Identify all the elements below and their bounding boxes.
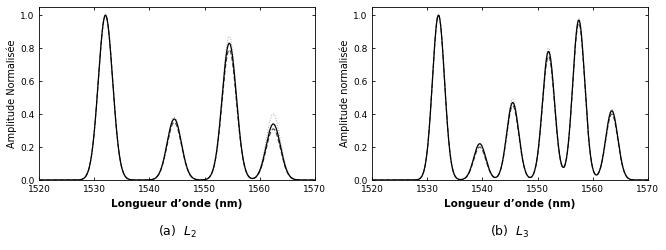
Y-axis label: Amplitude normalisée: Amplitude normalisée xyxy=(340,40,350,147)
X-axis label: Longueur d’onde (nm): Longueur d’onde (nm) xyxy=(444,200,575,209)
Text: (a)  $L_2$: (a) $L_2$ xyxy=(158,224,196,240)
X-axis label: Longueur d’onde (nm): Longueur d’onde (nm) xyxy=(111,200,242,209)
Y-axis label: Amplitude Normalisée: Amplitude Normalisée xyxy=(7,39,17,148)
Text: (b)  $L_3$: (b) $L_3$ xyxy=(490,224,529,240)
